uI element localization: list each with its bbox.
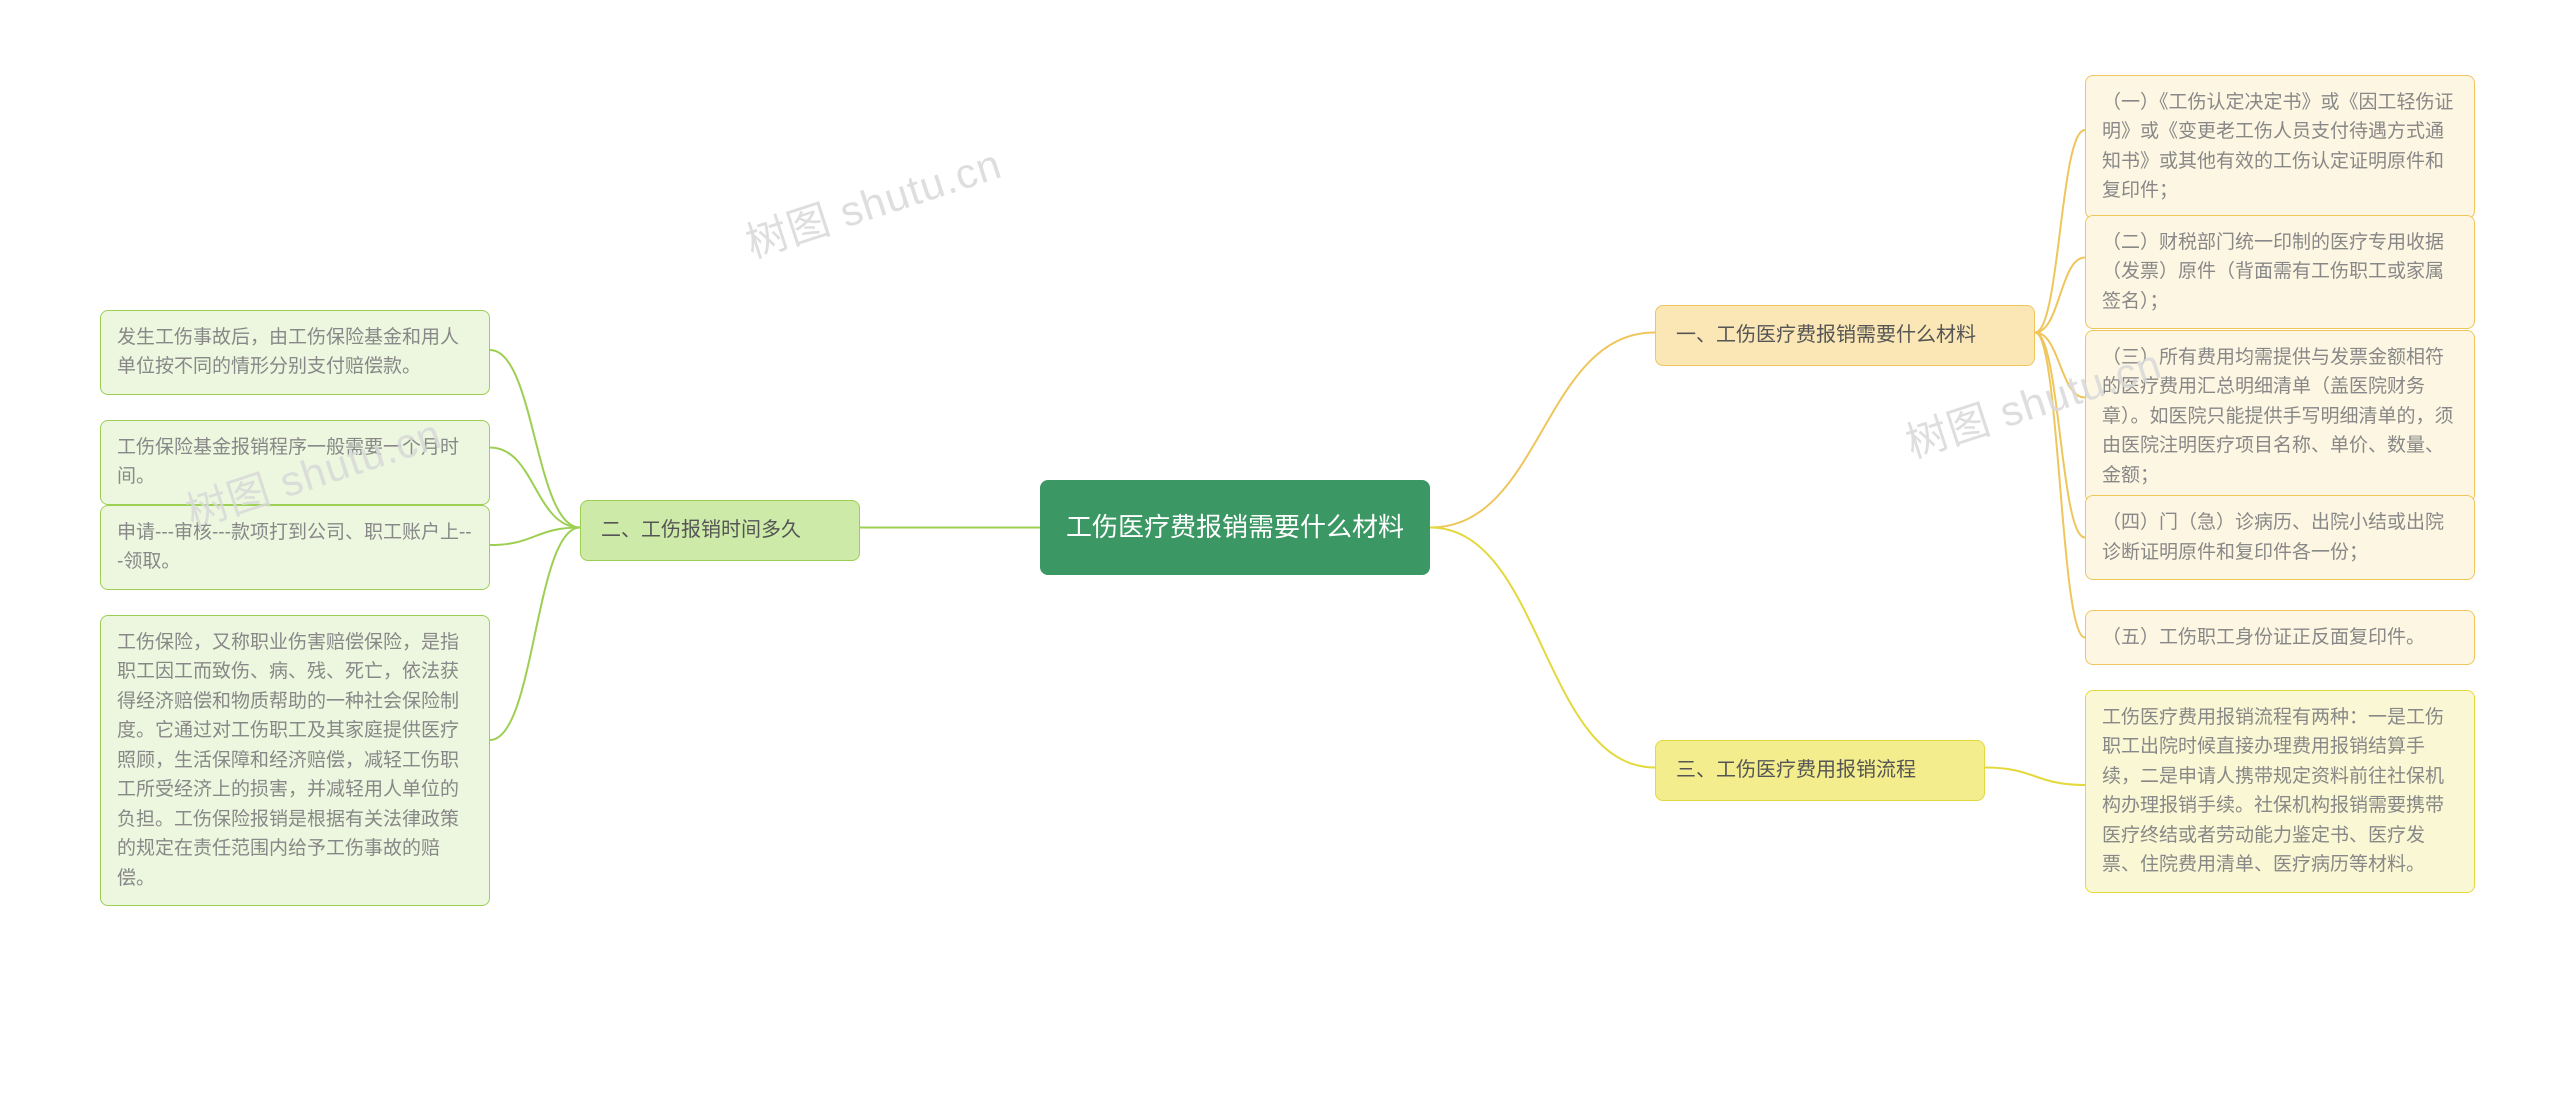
leaf-node: 工伤医疗费用报销流程有两种：一是工伤职工出院时候直接办理费用报销结算手续，二是申…	[2085, 690, 2475, 893]
branch-node: 二、工伤报销时间多久	[580, 500, 860, 561]
leaf-node: 发生工伤事故后，由工伤保险基金和用人单位按不同的情形分别支付赔偿款。	[100, 310, 490, 395]
leaf-node: （四）门（急）诊病历、出院小结或出院诊断证明原件和复印件各一份；	[2085, 495, 2475, 580]
root-node: 工伤医疗费报销需要什么材料	[1040, 480, 1430, 575]
branch-node: 一、工伤医疗费报销需要什么材料	[1655, 305, 2035, 366]
leaf-node: （一）《工伤认定决定书》或《因工轻伤证明》或《变更老工伤人员支付待遇方式通知书》…	[2085, 75, 2475, 219]
leaf-node: （三）所有费用均需提供与发票金额相符的医疗费用汇总明细清单（盖医院财务章）。如医…	[2085, 330, 2475, 503]
leaf-node: （五）工伤职工身份证正反面复印件。	[2085, 610, 2475, 665]
leaf-node: 工伤保险，又称职业伤害赔偿保险，是指职工因工而致伤、病、残、死亡，依法获得经济赔…	[100, 615, 490, 906]
branch-node: 三、工伤医疗费用报销流程	[1655, 740, 1985, 801]
leaf-node: 申请---审核---款项打到公司、职工账户上---领取。	[100, 505, 490, 590]
leaf-node: （二）财税部门统一印制的医疗专用收据（发票）原件（背面需有工伤职工或家属签名）；	[2085, 215, 2475, 329]
watermark: 树图 shutu.cn	[737, 130, 1008, 270]
leaf-node: 工伤保险基金报销程序一般需要一个月时间。	[100, 420, 490, 505]
